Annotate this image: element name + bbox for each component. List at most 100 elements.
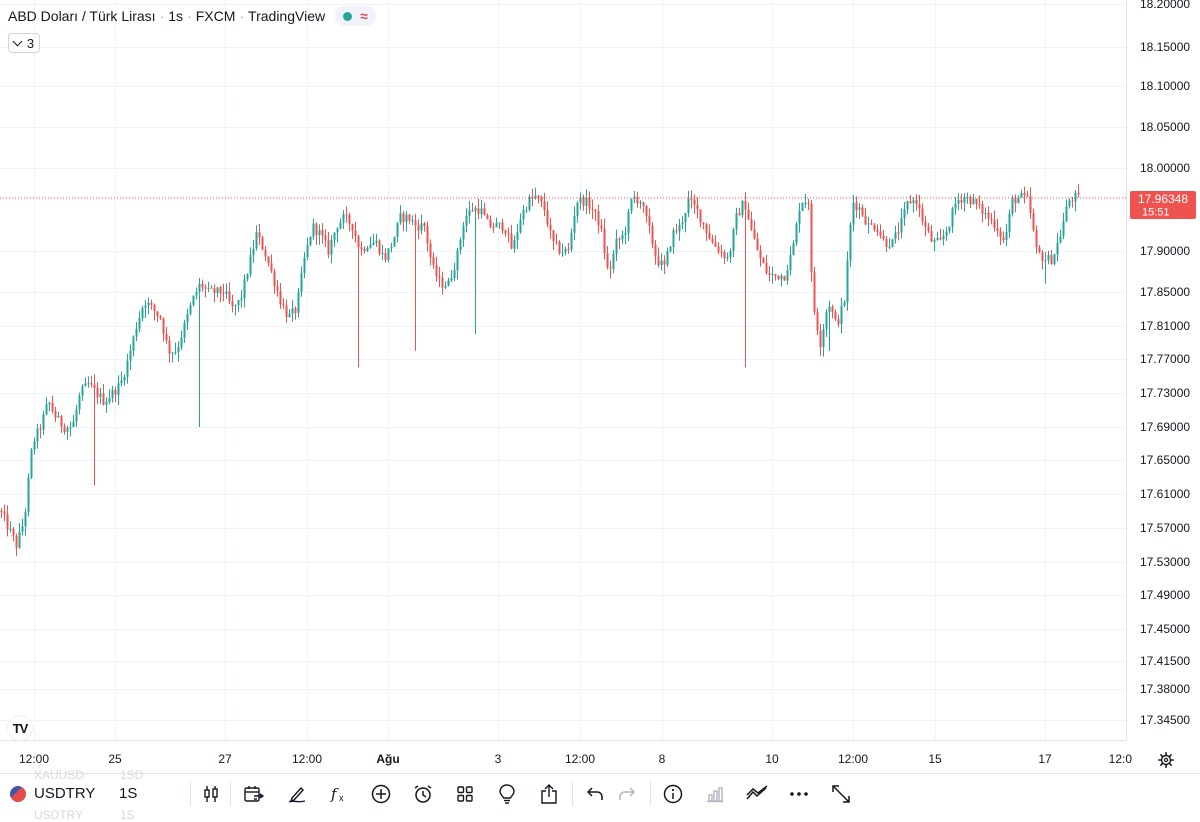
candle-body: [123, 376, 126, 381]
candle-body: [45, 404, 48, 415]
alarm-icon[interactable]: [412, 783, 434, 805]
candle-body: [576, 202, 579, 216]
share-icon[interactable]: [538, 783, 560, 805]
candle-body: [609, 267, 612, 269]
candle-body: [660, 260, 663, 266]
fullscreen-icon[interactable]: [830, 783, 852, 805]
candle-body: [612, 253, 615, 269]
candle-body: [153, 304, 156, 312]
candles-icon[interactable]: [200, 783, 222, 805]
candle-body: [423, 223, 426, 227]
candle-body: [582, 197, 585, 206]
candle-body: [210, 287, 213, 289]
time-tick-label: 12:00: [838, 752, 868, 766]
lightbulb-icon[interactable]: [496, 783, 518, 805]
layout-grid-icon[interactable]: [454, 783, 476, 805]
redo-icon[interactable]: [616, 783, 638, 805]
time-tick-label: 25: [108, 752, 122, 766]
exchange-label: FXCM: [195, 8, 236, 24]
calendar-compare-icon[interactable]: [243, 783, 265, 805]
candle-body: [600, 225, 603, 229]
candle-body: [843, 302, 846, 306]
legend-separator: ·: [187, 8, 192, 24]
candle-body: [441, 277, 444, 288]
candle-body: [804, 202, 807, 204]
candle-body: [177, 347, 180, 353]
candle-body: [1032, 212, 1035, 231]
candle-body: [369, 244, 372, 248]
candle-body: [588, 198, 591, 210]
countdown-label: 15:51: [1142, 207, 1170, 219]
candle-body: [96, 387, 99, 398]
price-chart[interactable]: 18.20000 18.15000 18.10000 18.05000 18.00000…: [0, 0, 1200, 772]
tradingview-logo-icon[interactable]: TV: [8, 716, 32, 740]
candle-body: [222, 293, 225, 295]
candle-body: [108, 398, 111, 402]
indicators-toggle-button[interactable]: 3: [8, 33, 40, 53]
candle-body: [1026, 195, 1029, 197]
candle-body: [273, 271, 276, 287]
candle-body: [657, 256, 660, 266]
time-axis[interactable]: 12:00 25 27 12:00 Ağu 3 12:00 8 10 12:00 15 17 12:0: [19, 752, 1132, 766]
price-tick-label: 17.90000: [1140, 244, 1190, 258]
candle-body: [114, 389, 117, 395]
candle-body: [366, 247, 369, 252]
candle-body: [363, 249, 366, 252]
price-axis[interactable]: 18.20000 18.15000 18.10000 18.05000 18.00000…: [1140, 0, 1190, 727]
candle-body: [132, 336, 135, 351]
candle-body: [405, 214, 408, 222]
symbol-title[interactable]: ABD Doları / Türk Lirası: [8, 8, 156, 24]
interval-selector[interactable]: 1S: [119, 785, 138, 802]
price-tick-label: 17.41500: [1140, 654, 1190, 668]
candle-body: [876, 229, 879, 232]
candle-body: [315, 223, 318, 236]
candle-body: [627, 211, 630, 234]
draw-pen-icon[interactable]: [286, 783, 308, 805]
market-status-badge[interactable]: ≈: [335, 6, 376, 26]
chart-legend: ABD Doları / Türk Lirası · 1s · FXCM · T…: [8, 6, 376, 26]
candle-body: [399, 213, 402, 223]
candle-body: [987, 212, 990, 219]
candle-body: [195, 292, 198, 296]
candle-body: [558, 241, 561, 254]
candle-body: [198, 283, 201, 293]
candle-body: [585, 198, 588, 206]
candle-body: [174, 352, 177, 354]
settings-gear-icon[interactable]: [1157, 751, 1175, 769]
candle-body: [420, 223, 423, 231]
candle-body: [489, 219, 492, 228]
candle-body: [651, 225, 654, 245]
candle-body: [1074, 192, 1077, 202]
info-icon[interactable]: [662, 783, 684, 805]
symbol-selector[interactable]: USDTRY: [10, 785, 95, 802]
candle-body: [21, 526, 24, 532]
candle-body: [501, 222, 504, 231]
more-icon[interactable]: [788, 783, 810, 805]
svg-text:f: f: [330, 785, 339, 803]
candle-body: [747, 209, 750, 220]
compare-icon[interactable]: [746, 783, 768, 805]
candle-body: [267, 256, 270, 264]
candle-body: [633, 196, 636, 199]
time-tick-label: 27: [218, 752, 232, 766]
candle-body: [720, 251, 723, 253]
candle-body: [372, 242, 375, 245]
time-tick-label: 3: [495, 752, 502, 766]
candle-body: [744, 200, 747, 210]
candle-body: [531, 196, 534, 199]
candle-body: [570, 232, 573, 250]
candle-body: [543, 201, 546, 211]
candle-body: [888, 246, 891, 248]
candle-body: [294, 308, 297, 313]
candle-body: [972, 198, 975, 205]
candle-body: [1014, 198, 1017, 204]
candle-body: [723, 252, 726, 259]
candle-body: [975, 198, 978, 204]
interval-label[interactable]: 1s: [168, 8, 184, 24]
add-circle-icon[interactable]: [370, 783, 392, 805]
bar-chart-icon[interactable]: [704, 783, 726, 805]
candle-body: [309, 236, 312, 245]
candle-body: [951, 208, 954, 227]
undo-icon[interactable]: [584, 783, 606, 805]
